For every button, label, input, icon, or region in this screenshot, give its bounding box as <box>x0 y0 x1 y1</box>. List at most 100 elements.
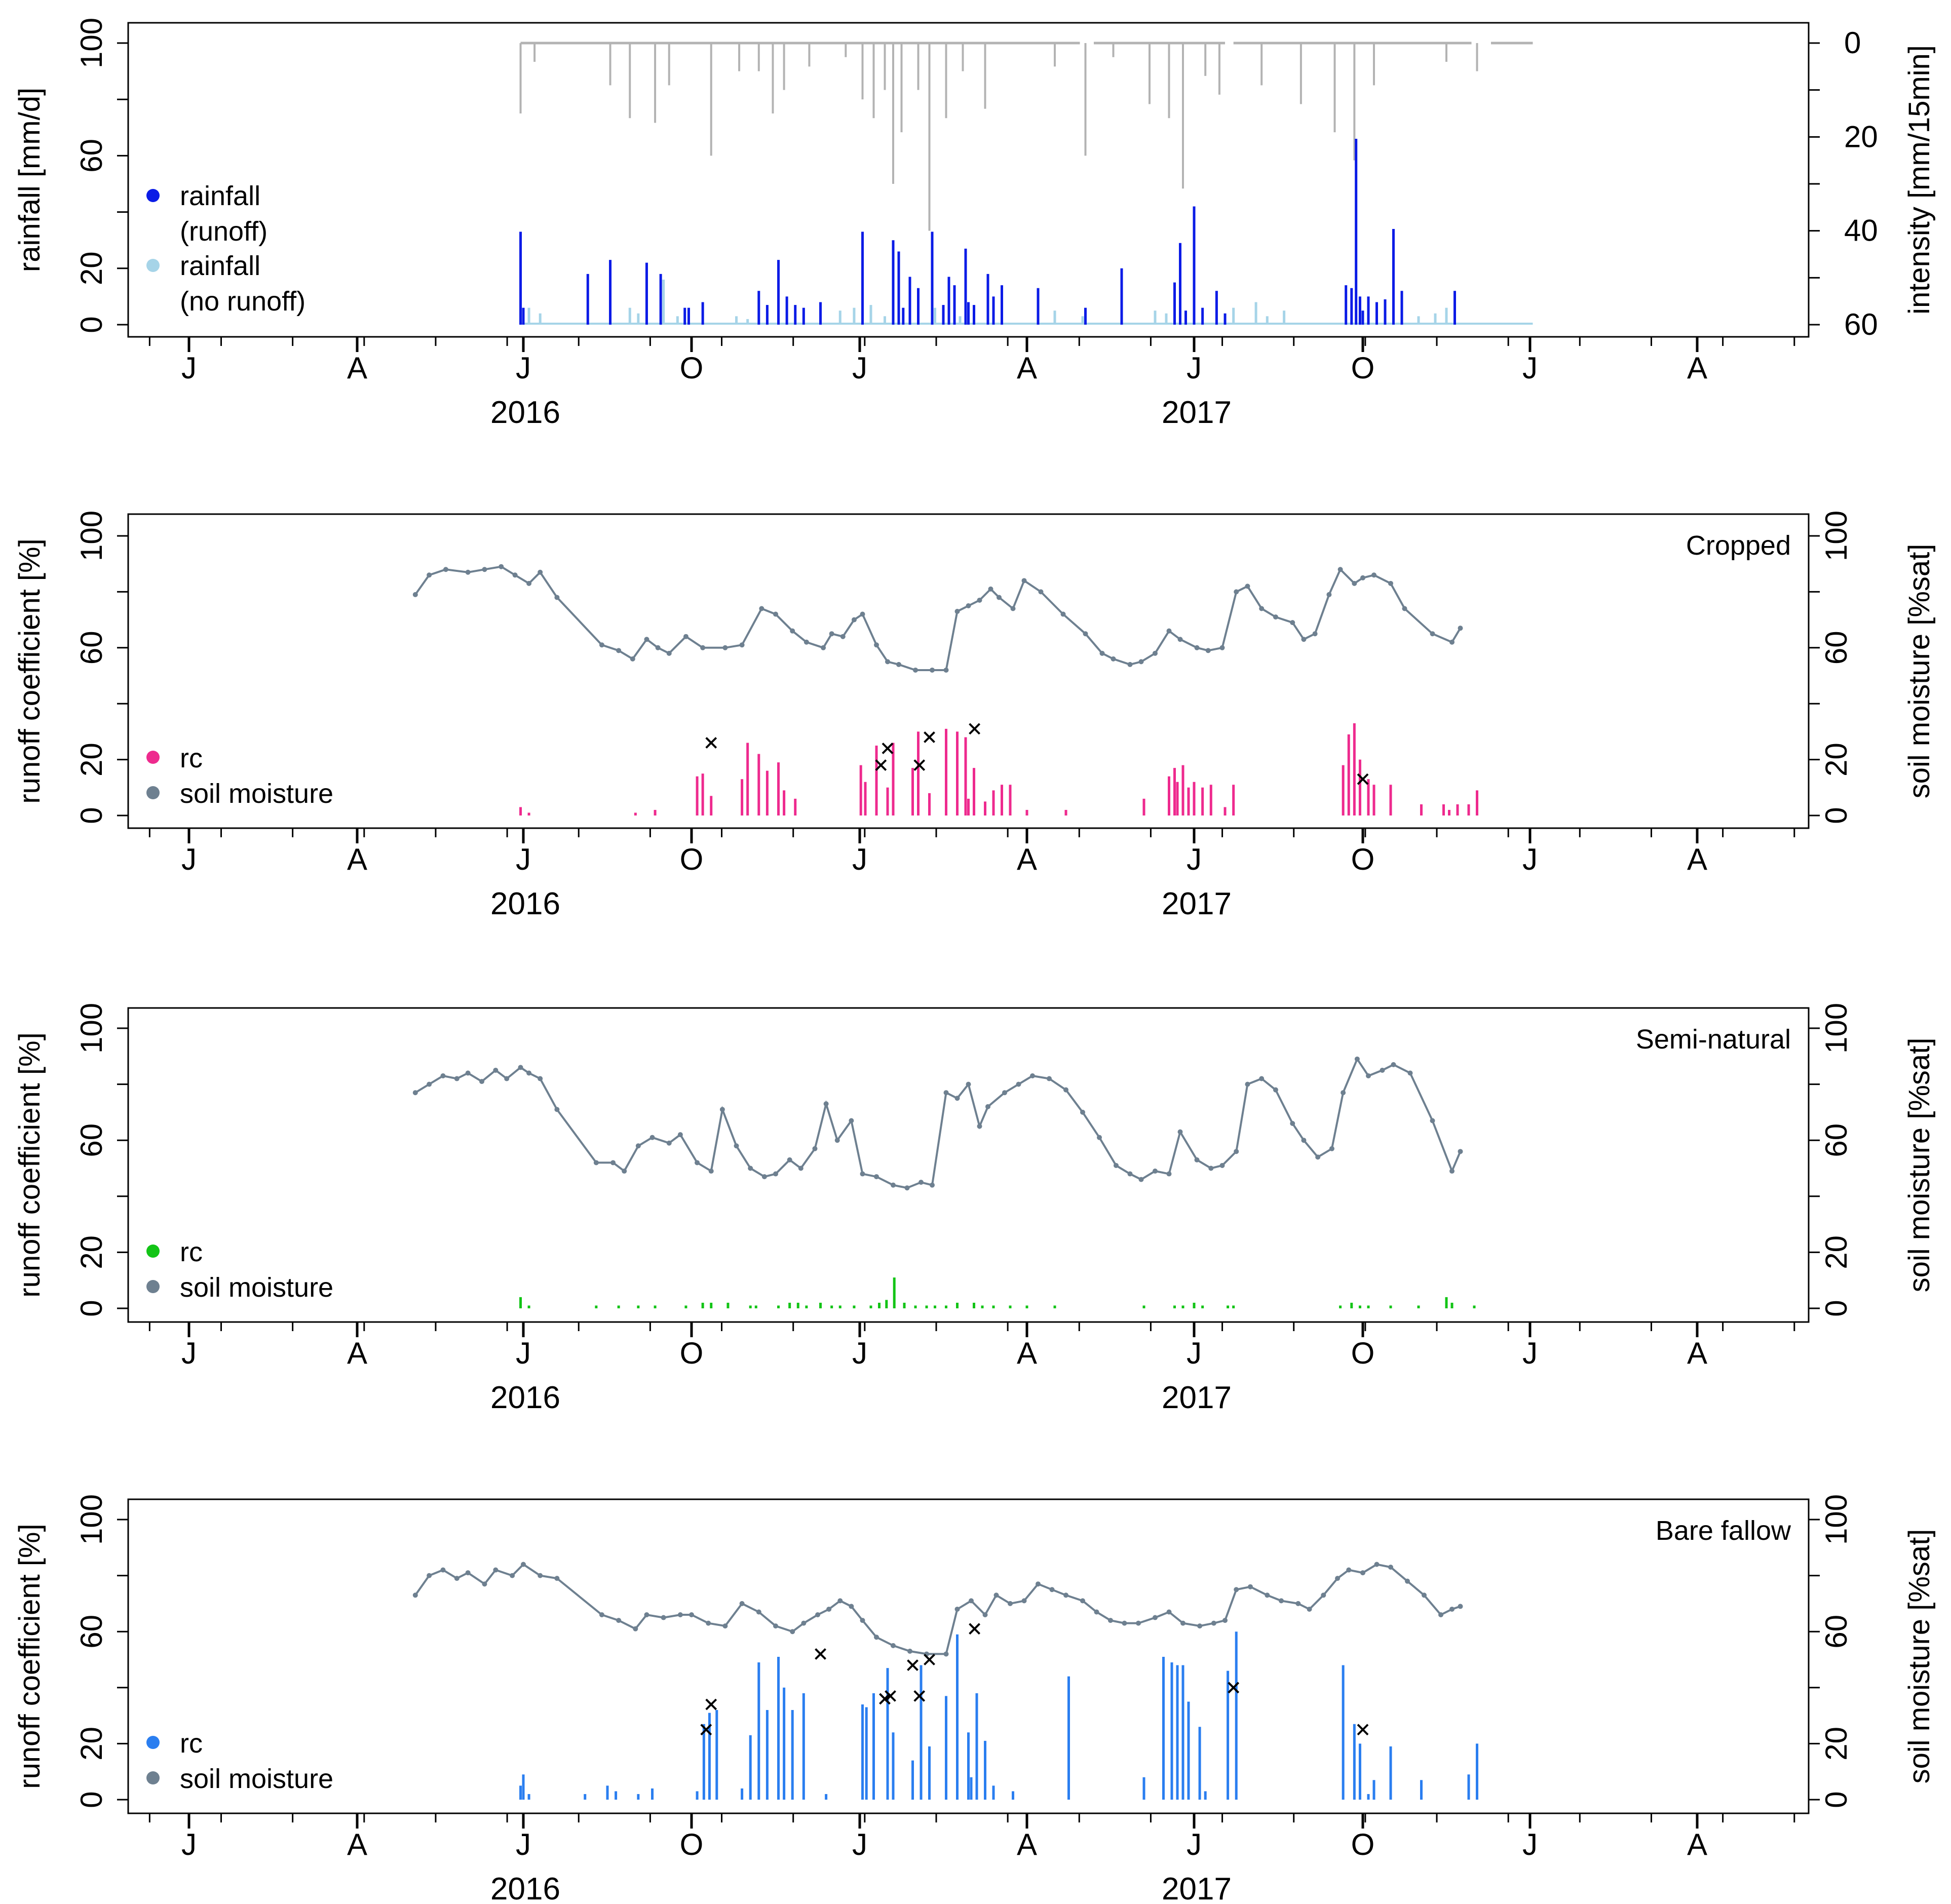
soil-moisture-point <box>599 642 604 648</box>
soil-moisture-point <box>504 1076 510 1081</box>
soil-moisture-point <box>482 1581 487 1587</box>
x-month-label: J <box>1187 1828 1202 1861</box>
y2-axis-label: soil moisture [%sat] <box>1903 1038 1936 1293</box>
x-month-label: O <box>1351 1828 1375 1861</box>
soil-moisture-point <box>655 645 661 650</box>
y2-tick-label: 20 <box>1844 120 1878 153</box>
soil-moisture-point <box>1438 1612 1443 1618</box>
soil-moisture-point <box>1197 1623 1203 1629</box>
soil-moisture-point <box>1388 1565 1393 1570</box>
x-month-label: J <box>852 842 867 876</box>
soil-moisture-point <box>1407 1070 1413 1076</box>
max-marker-stroke <box>1228 1682 1240 1694</box>
soil-moisture-point <box>1002 1090 1007 1096</box>
y2-tick-label: 0 <box>1844 26 1861 60</box>
y2-tick-label: 40 <box>1844 214 1878 248</box>
x-month-label: J <box>516 842 531 876</box>
soil-moisture-point <box>1354 1056 1360 1062</box>
soil-moisture-point <box>801 1620 807 1626</box>
soil-moisture-point <box>465 1570 471 1576</box>
y2-tick-label: 100 <box>1819 511 1853 561</box>
soil-moisture-point <box>616 648 622 653</box>
soil-moisture-point <box>739 1601 745 1606</box>
soil-moisture-point <box>499 564 504 569</box>
soil-moisture-point <box>1360 1570 1365 1576</box>
soil-moisture-point <box>1265 1592 1270 1598</box>
soil-moisture-point <box>412 1090 418 1096</box>
soil-moisture-point <box>1063 1087 1068 1093</box>
soil-moisture-point <box>722 1623 728 1629</box>
panel-rainfall: 0 20 60 100 0 20 40 60 rainfall [mm/d] intensity … <box>13 18 1936 430</box>
soil-moisture-point <box>804 639 809 645</box>
y-axis-label: runoff coefficient [%] <box>13 1524 46 1789</box>
x-month-label: A <box>347 351 367 385</box>
max-marker-stroke <box>924 1654 935 1665</box>
max-marker-stroke <box>885 1690 896 1702</box>
legend-label: (no runoff) <box>180 286 305 317</box>
legend-marker-rain-no-runoff <box>146 259 160 272</box>
soil-moisture-point <box>1205 648 1211 653</box>
soil-moisture-point <box>427 572 432 578</box>
soil-moisture-point <box>512 572 518 578</box>
x-year-label: 2016 <box>490 1380 560 1415</box>
soil-moisture-point <box>1315 1154 1321 1160</box>
soil-moisture-point <box>440 1567 446 1573</box>
soil-moisture-point <box>1219 1162 1225 1168</box>
soil-moisture-point <box>891 1643 896 1648</box>
soil-moisture-point <box>885 659 890 665</box>
max-marker <box>913 759 926 771</box>
x-month-label: J <box>852 351 867 385</box>
soil-moisture-point <box>554 1576 560 1581</box>
soil-moisture-point <box>1458 1149 1463 1154</box>
soil-moisture-point <box>734 1143 739 1149</box>
soil-moisture-point <box>1166 1609 1172 1615</box>
soil-moisture-point <box>1273 614 1278 620</box>
soil-moisture-point <box>1153 1169 1158 1174</box>
y-tick-label: 0 <box>74 1791 108 1808</box>
x-month-label: J <box>1522 1336 1538 1370</box>
soil-moisture-point <box>683 634 688 639</box>
soil-moisture-point <box>1234 589 1239 595</box>
soil-moisture-point <box>719 1107 725 1112</box>
legend-label: rc <box>180 1728 203 1759</box>
max-marker-stroke <box>879 1693 891 1705</box>
soil-moisture-point <box>1273 1087 1278 1093</box>
soil-moisture-point <box>1335 1576 1341 1581</box>
soil-moisture-point <box>913 667 918 673</box>
soil-moisture-point <box>851 617 857 623</box>
max-marker <box>1228 1682 1240 1694</box>
x-month-label: A <box>1017 842 1037 876</box>
y-tick-label: 20 <box>74 251 108 285</box>
soil-moisture-point <box>493 1567 499 1573</box>
x-month-label: J <box>1522 842 1538 876</box>
soil-moisture-point <box>1177 637 1183 642</box>
legend-label: soil moisture <box>180 779 333 809</box>
soil-moisture-point <box>1153 650 1158 656</box>
x-year-label: 2016 <box>490 1872 560 1904</box>
x-month-label: J <box>1187 1336 1202 1370</box>
y2-tick-label: 60 <box>1819 1123 1853 1157</box>
soil-moisture-point <box>798 1165 804 1171</box>
y-axis-label: rainfall [mm/d] <box>13 88 46 272</box>
x-month-label: A <box>1687 351 1707 385</box>
legend-marker-rc <box>146 751 160 764</box>
y-tick-label: 0 <box>74 1300 108 1316</box>
legend-label: rainfall <box>180 251 260 281</box>
soil-moisture-point <box>985 1104 990 1109</box>
y-axis-label: runoff coefficient [%] <box>13 1032 46 1297</box>
soil-moisture-point <box>907 1648 912 1654</box>
legend-label: soil moisture <box>180 1764 333 1794</box>
x-month-label: J <box>181 1336 197 1370</box>
soil-moisture-point <box>1388 580 1393 586</box>
panel-cropped: 0 20 60 100 0 20 60 100 runoff coefficient [%] so… <box>13 511 1936 921</box>
soil-moisture-point <box>1346 1567 1352 1573</box>
soil-moisture-point <box>829 631 834 637</box>
soil-moisture-point <box>1030 1073 1035 1079</box>
soil-moisture-point <box>1211 1620 1216 1626</box>
soil-moisture-point <box>666 650 672 656</box>
plot-frame <box>127 1498 1810 1814</box>
soil-moisture-point <box>538 1076 543 1081</box>
plot-frame <box>127 1007 1810 1323</box>
soil-moisture-point <box>1245 584 1250 589</box>
soil-moisture-point <box>1449 1606 1455 1612</box>
